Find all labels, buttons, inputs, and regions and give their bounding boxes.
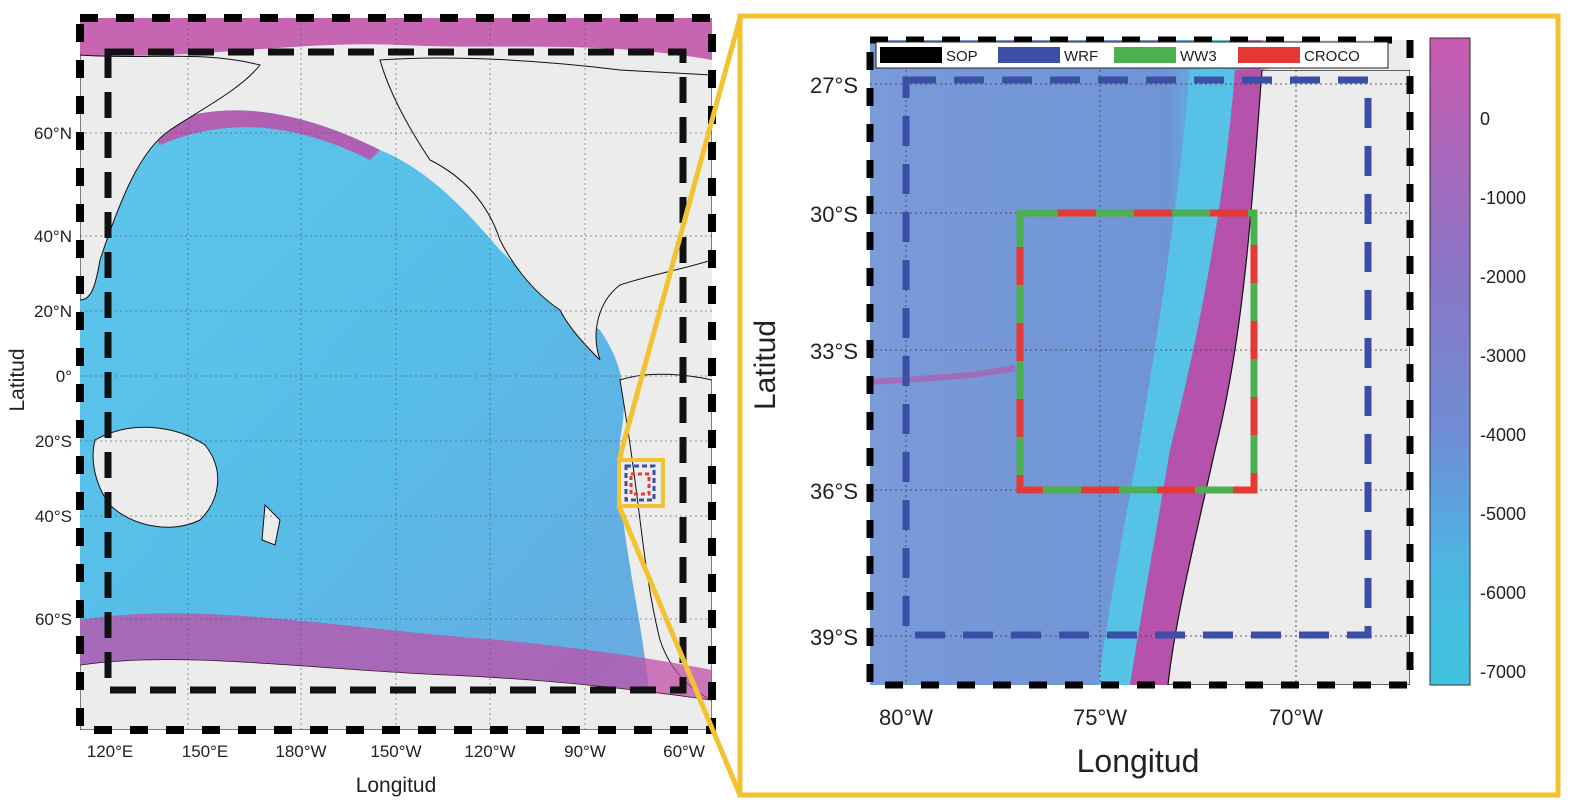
cb-tick-1000: -1000 [1480, 188, 1526, 208]
cb-tick-0: 0 [1480, 109, 1490, 129]
asia-land [80, 54, 261, 301]
legend-label-croco: CROCO [1304, 48, 1360, 65]
colorbar-ticks: 0 -1000 -2000 -3000 -4000 -5000 -6000 -7… [1480, 109, 1526, 682]
new-zealand-land [261, 503, 281, 546]
right-ylabel: Latitud [749, 320, 782, 410]
left-map: 120°E 150°E 180°W 150°W 120°W 90°W 60°W … [6, 14, 716, 797]
right-xlabel: Longitud [1077, 743, 1200, 779]
wrf-domain-box [902, 76, 1372, 639]
cb-tick-3000: -3000 [1480, 346, 1526, 366]
left-xlabel: Longitud [356, 774, 437, 797]
tick-lon-120W: 120°W [464, 742, 515, 761]
shelf-band [1130, 70, 1262, 685]
tick-lat-27S: 27°S [810, 73, 858, 98]
tick-lat-39S: 39°S [810, 625, 858, 650]
tick-lat-60S: 60°S [35, 610, 72, 629]
tick-lon-80W: 80°W [879, 705, 933, 730]
tick-lat-20N: 20°N [34, 302, 72, 321]
seamount-ridge [871, 365, 1016, 385]
right-map: SOP WRF WW3 CROCO 27°S 30°S 33°S 36°S 39… [749, 36, 1414, 779]
legend-swatch-sop [880, 47, 942, 63]
tick-lon-120E: 120°E [87, 742, 134, 761]
mini-wrf-box [624, 464, 656, 502]
cb-tick-4000: -4000 [1480, 425, 1526, 445]
tick-lon-90W: 90°W [564, 742, 606, 761]
tick-lat-0: 0° [56, 367, 72, 386]
legend-swatch-ww3 [1114, 47, 1176, 63]
ww3-domain-box [1016, 209, 1258, 494]
legend: SOP WRF WW3 CROCO [875, 41, 1389, 69]
trench-band [1098, 70, 1235, 685]
legend-swatch-wrf [998, 47, 1060, 63]
left-lon-ticks: 120°E 150°E 180°W 150°W 120°W 90°W 60°W [87, 742, 705, 761]
sop-domain-box [104, 48, 687, 694]
zoom-highlight-box [617, 458, 665, 508]
tick-lat-60N: 60°N [34, 124, 72, 143]
legend-swatch-croco [1238, 47, 1300, 63]
tick-lat-33S: 33°S [810, 339, 858, 364]
tick-lon-70W: 70°W [1269, 705, 1323, 730]
tick-lat-30S: 30°S [810, 202, 858, 227]
south-america-land [619, 373, 712, 701]
cb-tick-6000: -6000 [1480, 583, 1526, 603]
colorbar: 0 -1000 -2000 -3000 -4000 -5000 -6000 -7… [1429, 37, 1526, 686]
cb-tick-7000: -7000 [1480, 662, 1526, 682]
pacific-ocean [80, 110, 650, 730]
tick-lat-36S: 36°S [810, 479, 858, 504]
left-map-border [76, 14, 716, 734]
colorbar-gradient [1429, 37, 1471, 686]
zoom-connectors [616, 17, 743, 796]
tick-lon-150E: 150°E [182, 742, 229, 761]
legend-label-ww3: WW3 [1180, 48, 1217, 65]
tick-lat-40S: 40°S [35, 507, 72, 526]
australia-land [92, 426, 219, 528]
tick-lon-180W: 180°W [275, 742, 326, 761]
left-gridlines [80, 18, 712, 730]
tick-lat-20S: 20°S [35, 432, 72, 451]
left-ylabel: Latitud [6, 348, 29, 411]
cb-tick-5000: -5000 [1480, 504, 1526, 524]
north-america-land [379, 57, 712, 361]
tick-lon-150W: 150°W [370, 742, 421, 761]
left-lat-ticks: 60°N 40°N 20°N 0° 20°S 40°S 60°S [34, 124, 72, 629]
right-lat-ticks: 27°S 30°S 33°S 36°S 39°S [810, 73, 858, 650]
tick-lat-40N: 40°N [34, 227, 72, 246]
north-pacific-shelf [150, 110, 380, 160]
cb-tick-2000: -2000 [1480, 267, 1526, 287]
legend-label-sop: SOP [946, 48, 978, 65]
legend-label-wrf: WRF [1064, 48, 1098, 65]
mini-croco-box [629, 472, 651, 496]
right-lon-ticks: 80°W 75°W 70°W [879, 705, 1323, 730]
right-map-border [866, 36, 1414, 689]
tick-lon-60W: 60°W [663, 742, 705, 761]
tick-lon-75W: 75°W [1073, 705, 1127, 730]
chile-land [1167, 70, 1410, 685]
southern-shelf [80, 613, 712, 700]
